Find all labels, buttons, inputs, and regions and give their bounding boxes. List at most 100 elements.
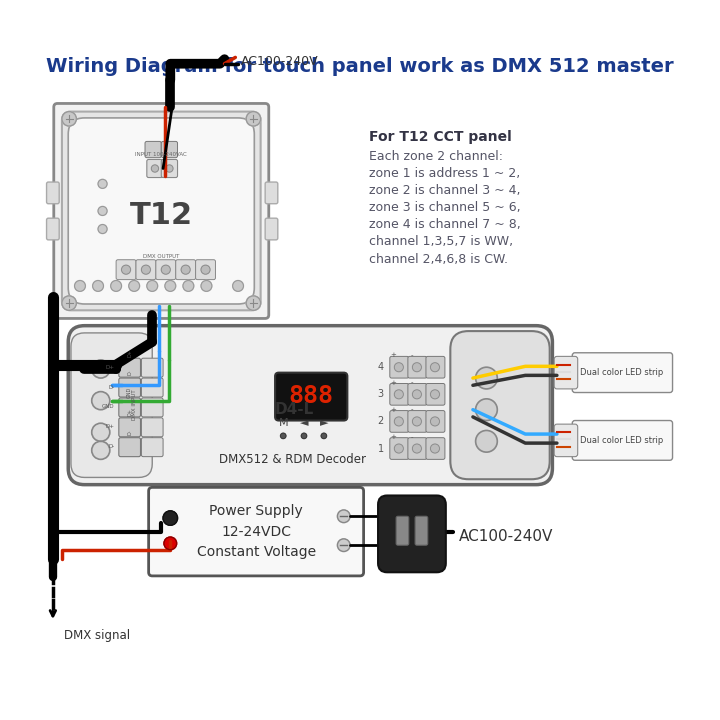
Circle shape: [246, 296, 261, 310]
FancyBboxPatch shape: [275, 373, 347, 420]
Circle shape: [111, 281, 122, 292]
Circle shape: [91, 392, 109, 410]
FancyBboxPatch shape: [141, 398, 163, 417]
Circle shape: [75, 281, 86, 292]
Text: T12: T12: [130, 201, 193, 230]
Circle shape: [431, 363, 439, 372]
Circle shape: [431, 417, 439, 426]
FancyBboxPatch shape: [426, 410, 445, 432]
Text: zone 3 is channel 5 ~ 6,: zone 3 is channel 5 ~ 6,: [369, 201, 521, 214]
Text: D-: D-: [127, 430, 132, 435]
FancyBboxPatch shape: [68, 325, 552, 485]
FancyBboxPatch shape: [116, 260, 136, 279]
FancyBboxPatch shape: [390, 384, 409, 405]
Text: DMX512 & RDM Decoder: DMX512 & RDM Decoder: [219, 453, 366, 466]
FancyBboxPatch shape: [119, 378, 140, 397]
Circle shape: [395, 363, 403, 372]
Text: +: +: [390, 353, 396, 359]
Circle shape: [246, 112, 261, 126]
FancyBboxPatch shape: [147, 159, 163, 178]
Circle shape: [91, 441, 109, 459]
Circle shape: [321, 433, 327, 438]
Text: For T12 CCT panel: For T12 CCT panel: [369, 130, 512, 144]
FancyBboxPatch shape: [426, 356, 445, 378]
FancyBboxPatch shape: [408, 410, 427, 432]
FancyBboxPatch shape: [572, 353, 672, 392]
FancyBboxPatch shape: [145, 141, 161, 158]
Text: AC100-240V: AC100-240V: [459, 528, 554, 544]
FancyBboxPatch shape: [426, 438, 445, 459]
Text: GND: GND: [102, 405, 114, 410]
FancyBboxPatch shape: [408, 384, 427, 405]
Circle shape: [164, 537, 176, 549]
Circle shape: [395, 417, 403, 426]
Text: D-: D-: [108, 444, 114, 449]
Text: zone 4 is channel 7 ~ 8,: zone 4 is channel 7 ~ 8,: [369, 218, 521, 231]
Text: D+: D+: [105, 424, 114, 429]
FancyBboxPatch shape: [141, 418, 163, 437]
Text: DMX signal: DMX signal: [63, 629, 130, 642]
Circle shape: [122, 265, 130, 274]
FancyBboxPatch shape: [176, 260, 196, 279]
Circle shape: [413, 363, 421, 372]
Text: 2: 2: [378, 416, 384, 426]
FancyBboxPatch shape: [161, 159, 178, 178]
Circle shape: [161, 265, 171, 274]
Circle shape: [181, 265, 190, 274]
Text: zone 1 is address 1 ~ 2,: zone 1 is address 1 ~ 2,: [369, 167, 521, 180]
Text: channel 1,3,5,7 is WW,: channel 1,3,5,7 is WW,: [369, 235, 513, 248]
FancyBboxPatch shape: [68, 118, 254, 304]
FancyBboxPatch shape: [47, 218, 59, 240]
FancyBboxPatch shape: [54, 104, 269, 318]
FancyBboxPatch shape: [415, 516, 428, 545]
Circle shape: [62, 296, 76, 310]
Text: ◄: ◄: [300, 418, 308, 428]
Text: D+: D+: [127, 348, 132, 356]
FancyBboxPatch shape: [572, 420, 672, 460]
Text: channel 2,4,6,8 is CW.: channel 2,4,6,8 is CW.: [369, 253, 508, 266]
Circle shape: [431, 444, 439, 453]
Text: Power Supply: Power Supply: [210, 504, 303, 518]
Text: -: -: [410, 433, 413, 440]
FancyBboxPatch shape: [141, 378, 163, 397]
Circle shape: [166, 165, 173, 172]
FancyBboxPatch shape: [141, 358, 163, 377]
Circle shape: [163, 511, 178, 526]
Circle shape: [147, 281, 158, 292]
FancyBboxPatch shape: [71, 333, 152, 477]
Circle shape: [301, 433, 307, 438]
Circle shape: [183, 281, 194, 292]
Text: DMX OUTPUT: DMX OUTPUT: [143, 253, 179, 258]
Circle shape: [98, 179, 107, 189]
Circle shape: [413, 444, 421, 453]
Circle shape: [91, 423, 109, 441]
Text: -: -: [410, 379, 413, 386]
FancyBboxPatch shape: [450, 331, 549, 480]
Circle shape: [165, 281, 176, 292]
FancyBboxPatch shape: [554, 424, 577, 456]
Circle shape: [233, 281, 243, 292]
Text: 4: 4: [378, 362, 384, 372]
FancyBboxPatch shape: [119, 438, 140, 456]
Circle shape: [476, 431, 498, 452]
Text: GND: GND: [127, 387, 132, 398]
Text: Wiring Diagram for touch panel work as DMX 512 master: Wiring Diagram for touch panel work as D…: [46, 57, 674, 76]
FancyBboxPatch shape: [161, 141, 178, 158]
Text: 888: 888: [289, 384, 334, 408]
Text: D-: D-: [108, 384, 114, 390]
Circle shape: [338, 539, 350, 552]
Text: ►: ►: [320, 418, 328, 428]
FancyBboxPatch shape: [119, 398, 140, 417]
FancyBboxPatch shape: [141, 438, 163, 456]
FancyBboxPatch shape: [136, 260, 156, 279]
Circle shape: [98, 207, 107, 215]
Circle shape: [413, 390, 421, 399]
Text: +: +: [390, 379, 396, 386]
FancyBboxPatch shape: [156, 260, 176, 279]
Circle shape: [476, 399, 498, 420]
FancyBboxPatch shape: [265, 218, 278, 240]
Circle shape: [281, 433, 286, 438]
Text: zone 2 is channel 3 ~ 4,: zone 2 is channel 3 ~ 4,: [369, 184, 521, 197]
Text: AC100-240V: AC100-240V: [240, 55, 318, 68]
Text: Constant Voltage: Constant Voltage: [197, 546, 315, 559]
